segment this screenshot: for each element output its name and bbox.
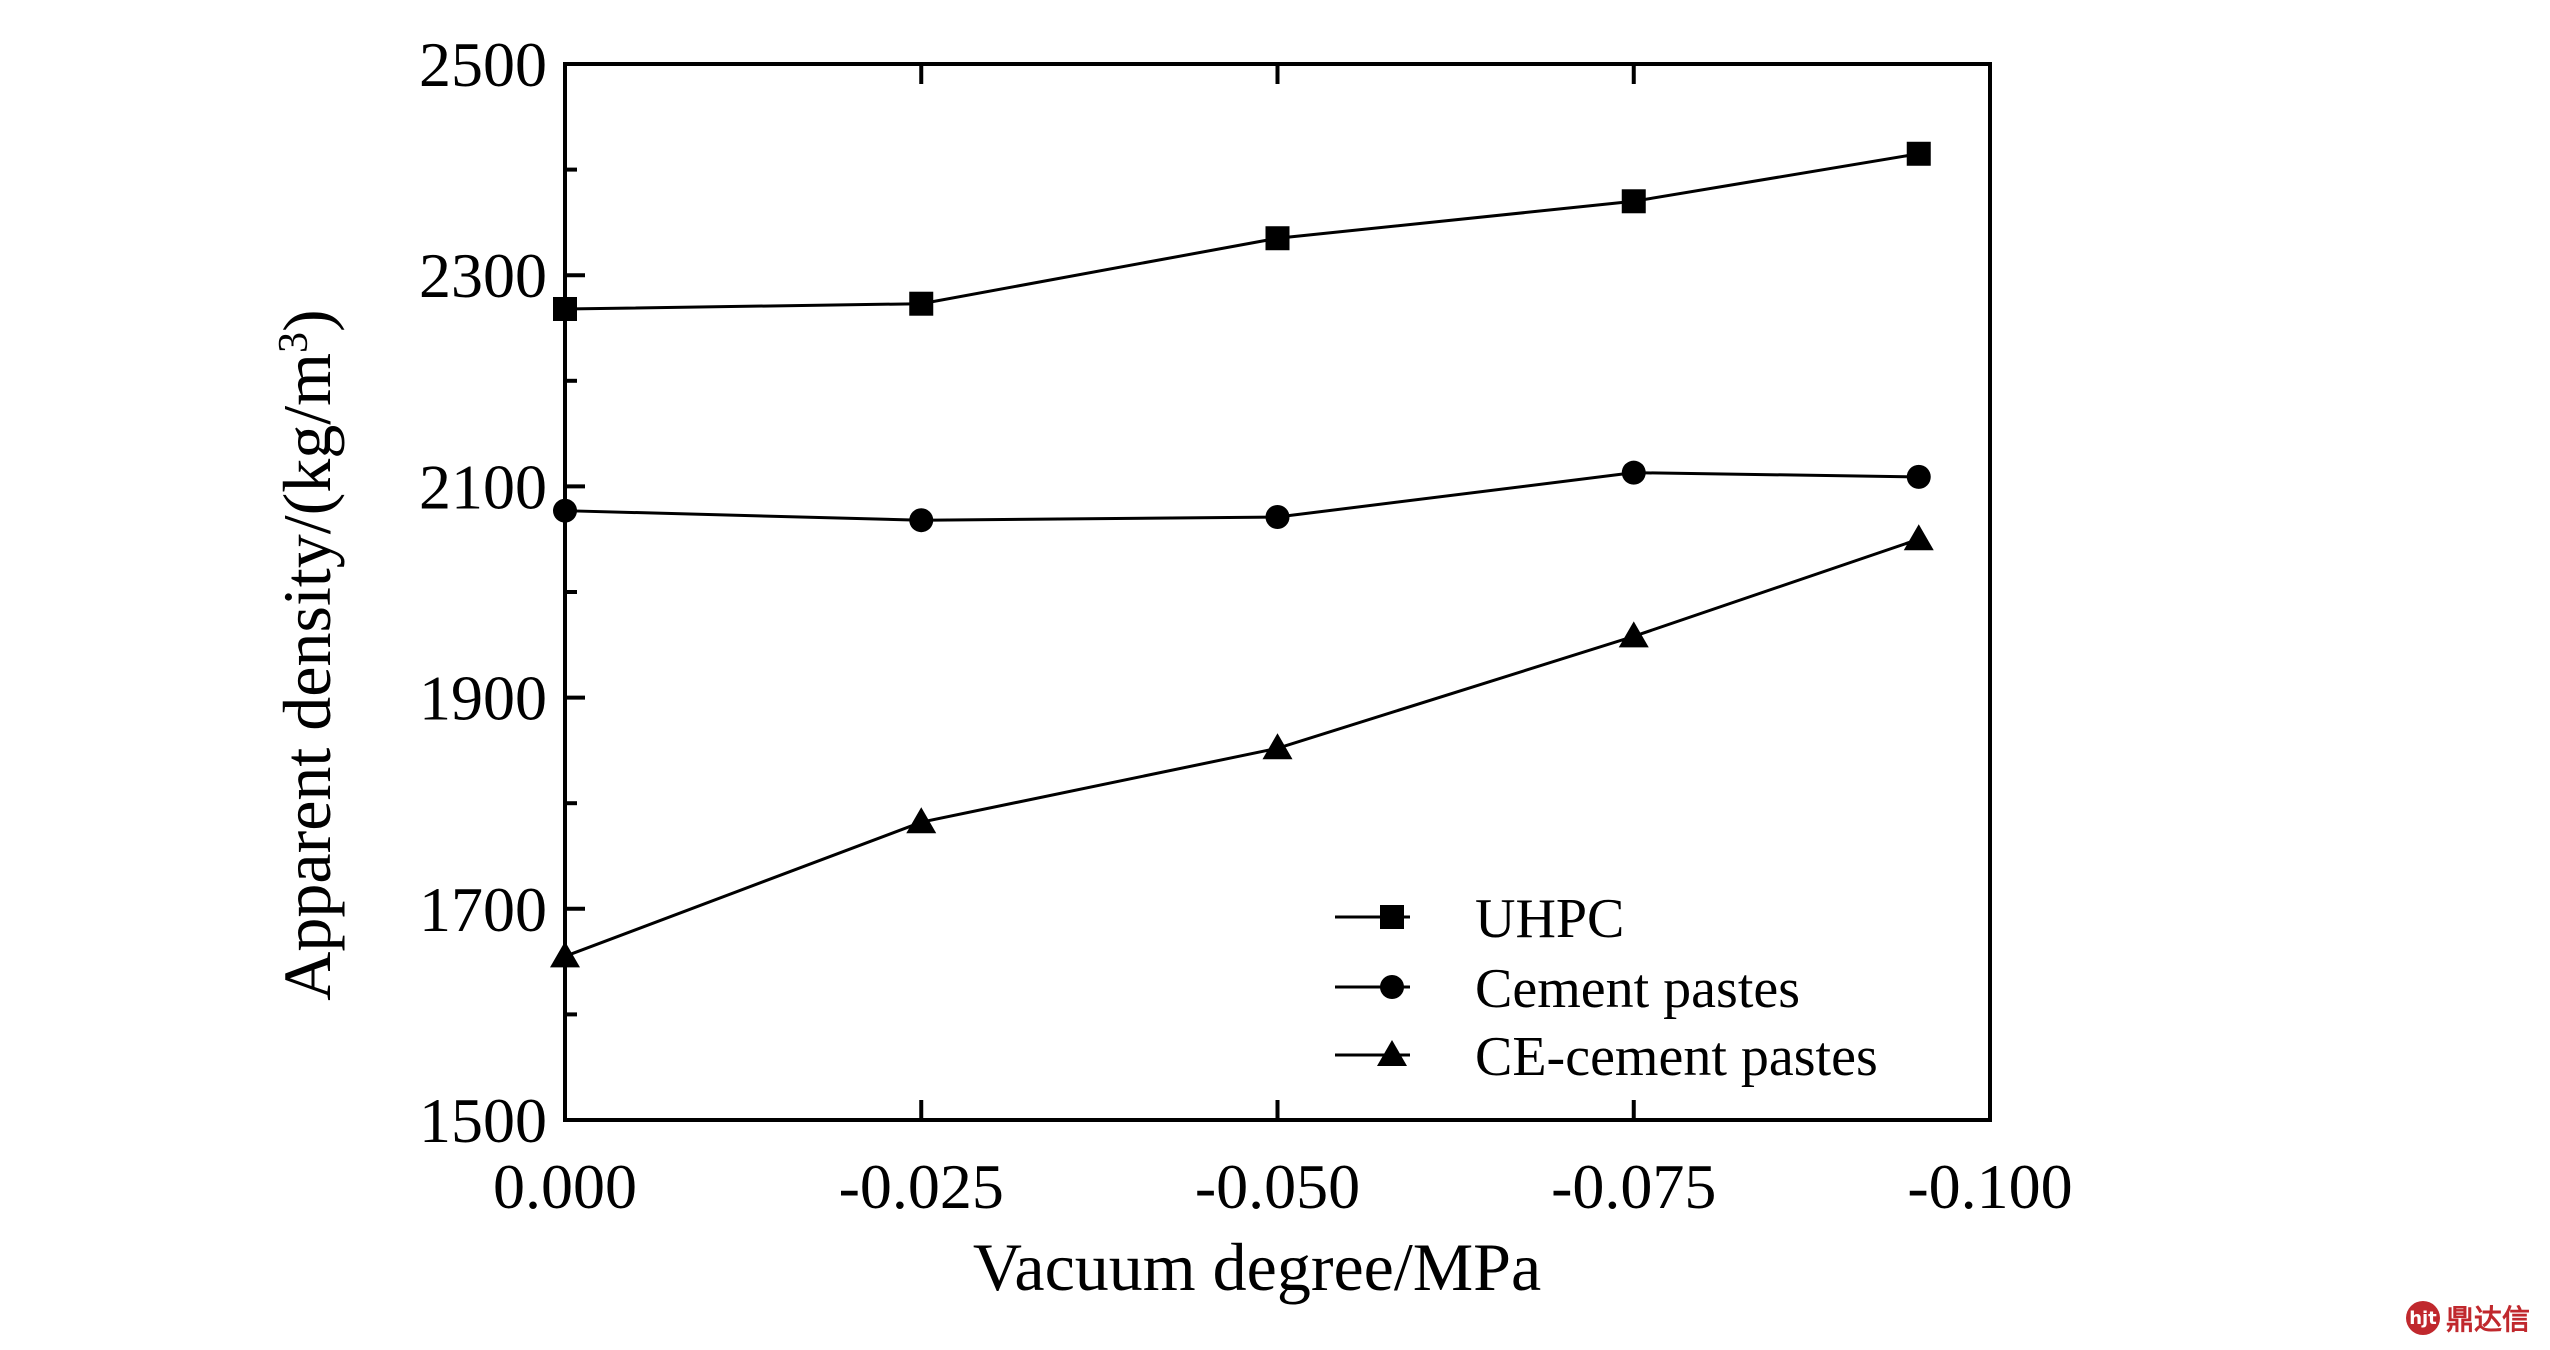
- series-line: [564, 152, 1919, 311]
- legend-item: CE-cement pastes: [1335, 1026, 1878, 1088]
- y-tick-label: 2500: [419, 29, 547, 100]
- y-axis-title: Apparent density/(kg/m3): [269, 309, 345, 1000]
- data-point: [1906, 464, 1931, 489]
- data-point: [553, 498, 577, 523]
- y-axis: 1500 1700 1900 2100 2300 2500: [419, 29, 585, 1156]
- x-tick-label: -0.050: [1195, 1151, 1360, 1222]
- series-1: [553, 460, 1931, 533]
- legend-label: UHPC: [1475, 888, 1624, 950]
- data-point: [1265, 505, 1290, 530]
- legend-marker: [1380, 905, 1404, 929]
- series-layer: [550, 141, 1934, 968]
- data-point: [1621, 189, 1646, 214]
- legend-label: CE-cement pastes: [1475, 1026, 1878, 1088]
- y-tick-label: 2100: [419, 451, 547, 522]
- legend-marker: [1377, 1040, 1407, 1066]
- series-line: [564, 471, 1919, 522]
- y-axis-title-main: Apparent density/(kg/m: [269, 353, 345, 1001]
- data-point: [909, 508, 934, 533]
- data-point: [906, 807, 937, 834]
- data-point: [909, 291, 934, 316]
- watermark-text: 鼎达信: [2445, 1303, 2530, 1336]
- data-point: [1903, 524, 1934, 551]
- data-point: [553, 296, 577, 321]
- watermark: hjt 鼎达信: [2405, 1296, 2530, 1340]
- x-axis: 0.000 -0.025 -0.050 -0.075 -0.100: [493, 64, 2073, 1222]
- data-point: [1618, 621, 1649, 648]
- x-axis-title: Vacuum degree/MPa: [973, 1229, 1541, 1305]
- data-point: [550, 941, 580, 968]
- x-tick-label: 0.000: [493, 1151, 637, 1222]
- y-axis-title-close: ): [269, 309, 345, 332]
- series-2: [550, 524, 1934, 968]
- legend-item: UHPC: [1335, 888, 1624, 950]
- y-tick-label: 1700: [419, 874, 547, 945]
- series-line: [564, 537, 1920, 958]
- data-point: [1906, 141, 1931, 166]
- series-0: [553, 141, 1931, 321]
- x-tick-label: -0.075: [1551, 1151, 1716, 1222]
- y-tick-label: 1900: [419, 663, 547, 734]
- legend-item: Cement pastes: [1335, 958, 1800, 1020]
- watermark-logo-icon: hjt: [2405, 1301, 2440, 1335]
- data-point: [1621, 460, 1646, 485]
- y-axis-title-superscript: 3: [271, 332, 317, 353]
- y-tick-label: 2300: [419, 240, 547, 311]
- legend-marker: [1380, 975, 1404, 999]
- legend-label: Cement pastes: [1475, 958, 1800, 1020]
- x-tick-label: -0.100: [1907, 1151, 2072, 1222]
- data-point: [1262, 733, 1293, 760]
- data-point: [1265, 226, 1290, 251]
- x-tick-label: -0.025: [839, 1151, 1004, 1222]
- y-tick-label: 1500: [419, 1085, 547, 1156]
